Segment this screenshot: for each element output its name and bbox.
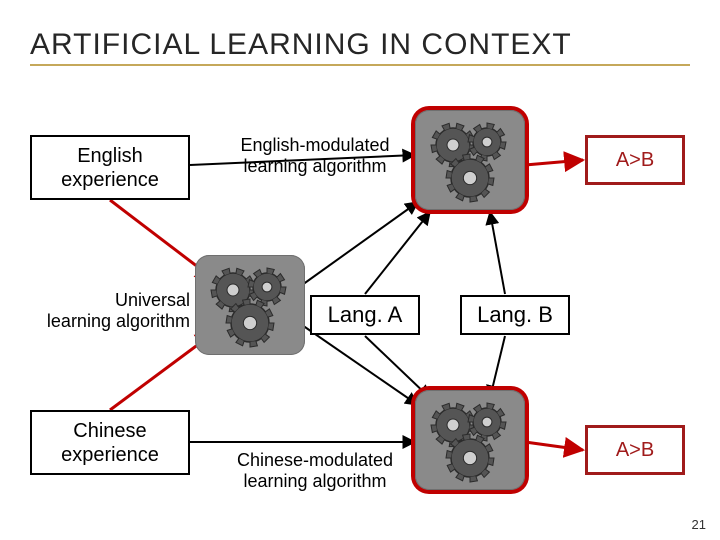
ab-top-box: A>B: [585, 135, 685, 185]
lang-a-box: Lang. A: [310, 295, 420, 335]
universal-label: Universallearning algorithm: [40, 290, 190, 331]
english-gearbox: [415, 110, 525, 210]
chinese-experience-box: Chineseexperience: [30, 410, 190, 475]
page-title: ARTIFICIAL LEARNING IN CONTEXT: [30, 28, 572, 62]
english-experience-box: Englishexperience: [30, 135, 190, 200]
lang-b-box: Lang. B: [460, 295, 570, 335]
chinese-mod-label: Chinese-modulatedlearning algorithm: [230, 450, 400, 491]
ab-bottom-box: A>B: [585, 425, 685, 475]
universal-gearbox: [195, 255, 305, 355]
diagram-canvas: Englishexperience Chineseexperience Lang…: [30, 110, 690, 510]
chinese-gearbox: [415, 390, 525, 490]
slide-number: 21: [692, 517, 706, 532]
english-mod-label: English-modulatedlearning algorithm: [230, 135, 400, 176]
title-underline: [0, 64, 720, 66]
